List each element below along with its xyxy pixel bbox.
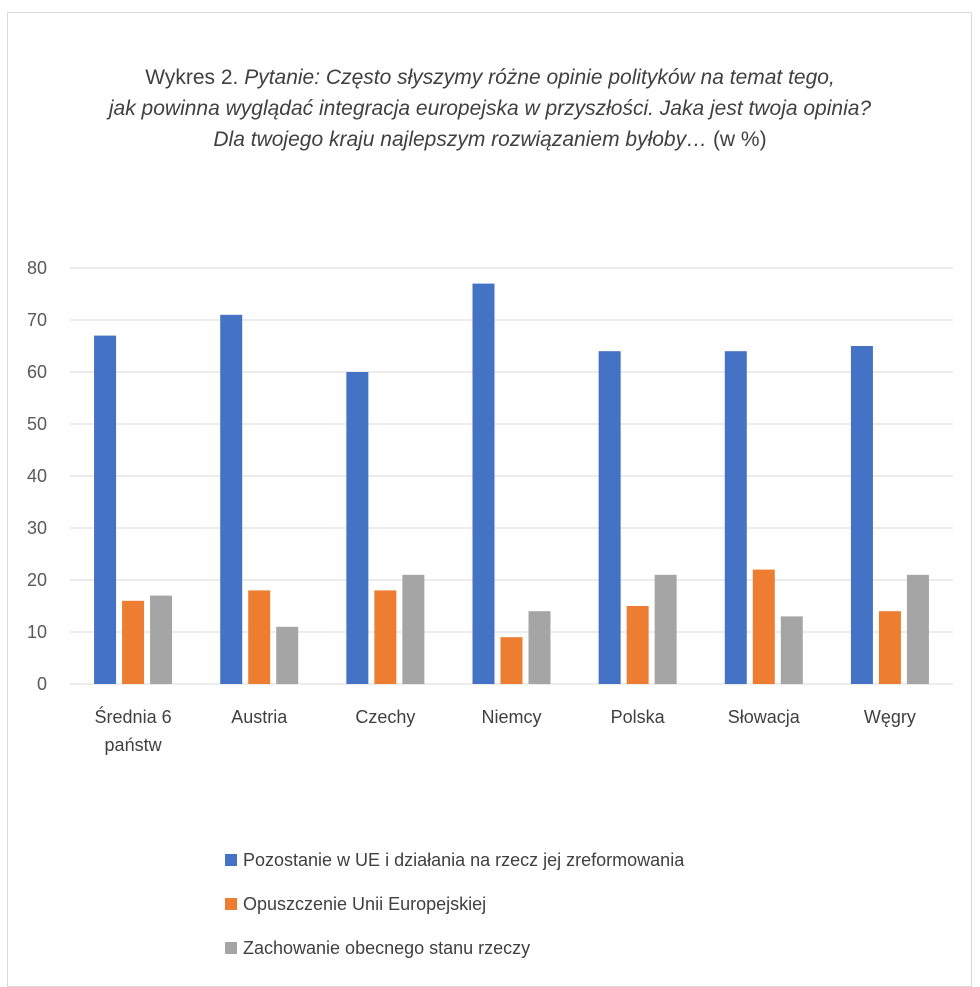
x-tick-label: Austria: [231, 707, 288, 727]
x-tick-label: Słowacja: [728, 707, 801, 727]
bar: [248, 590, 271, 684]
x-tick-label: Niemcy: [481, 707, 541, 727]
bar: [528, 611, 551, 684]
title-line-3: Dla twojego kraju najlepszym rozwiązanie…: [0, 124, 980, 155]
y-tick-label: 20: [27, 570, 47, 590]
title-line-1: Wykres 2. Pytanie: Często słyszymy różne…: [0, 62, 980, 93]
bar: [220, 314, 243, 684]
title-line-2: jak powinna wyglądać integracja europejs…: [0, 93, 980, 124]
bar: [150, 595, 173, 684]
legend-swatch: [225, 898, 237, 910]
bar: [654, 574, 677, 684]
y-tick-label: 60: [27, 362, 47, 382]
bar: [878, 611, 901, 684]
title-question-1: Pytanie: Często słyszymy różne opinie po…: [244, 66, 835, 89]
legend-item: Pozostanie w UE i działania na rzecz jej…: [225, 846, 684, 874]
bar: [752, 569, 775, 684]
gridlines: [70, 267, 953, 685]
legend-item: Opuszczenie Unii Europejskiej: [225, 890, 684, 918]
bar: [626, 606, 649, 684]
chart-title: Wykres 2. Pytanie: Często słyszymy różne…: [0, 62, 980, 155]
y-tick-label: 0: [37, 674, 47, 694]
bar: [500, 637, 523, 684]
bar: [122, 600, 145, 684]
title-question-2: jak powinna wyglądać integracja europejs…: [108, 97, 872, 120]
title-prefix: Wykres 2.: [145, 66, 245, 89]
bars: [94, 283, 929, 684]
bar: [402, 574, 425, 684]
y-axis-ticks: 0 10 20 30 40 50 60 70 80: [27, 258, 47, 694]
bar: [276, 626, 299, 684]
bar: [346, 372, 369, 684]
legend-label: Pozostanie w UE i działania na rzecz jej…: [243, 849, 685, 870]
x-tick-label: Węgry: [864, 707, 916, 727]
title-question-3: Dla twojego kraju najlepszym rozwiązanie…: [213, 128, 708, 151]
bar: [94, 335, 117, 684]
legend-swatch: [225, 854, 237, 866]
legend: Pozostanie w UE i działania na rzecz jej…: [225, 846, 684, 978]
x-tick-label: Polska: [611, 707, 666, 727]
x-tick-label: Czechy: [355, 707, 415, 727]
y-tick-label: 80: [27, 258, 47, 278]
bar: [598, 351, 621, 684]
legend-item: Zachowanie obecnego stanu rzeczy: [225, 934, 684, 962]
y-tick-label: 40: [27, 466, 47, 486]
legend-label: Zachowanie obecnego stanu rzeczy: [243, 937, 531, 958]
legend-label: Opuszczenie Unii Europejskiej: [243, 893, 487, 914]
y-tick-label: 30: [27, 518, 47, 538]
bar: [374, 590, 397, 684]
title-suffix: (w %): [707, 128, 767, 151]
legend-swatch: [225, 942, 237, 954]
bar: [780, 616, 803, 684]
bar: [906, 574, 929, 684]
bar: [724, 351, 747, 684]
x-tick-label: Średnia 6: [95, 706, 172, 727]
x-axis-labels: Średnia 6 państw Austria Czechy Niemcy Polska…: [95, 706, 916, 755]
bar: [850, 346, 873, 684]
x-tick-label: państw: [105, 735, 163, 755]
y-tick-label: 70: [27, 310, 47, 330]
y-tick-label: 10: [27, 622, 47, 642]
y-tick-label: 50: [27, 414, 47, 434]
bar: [472, 283, 495, 684]
